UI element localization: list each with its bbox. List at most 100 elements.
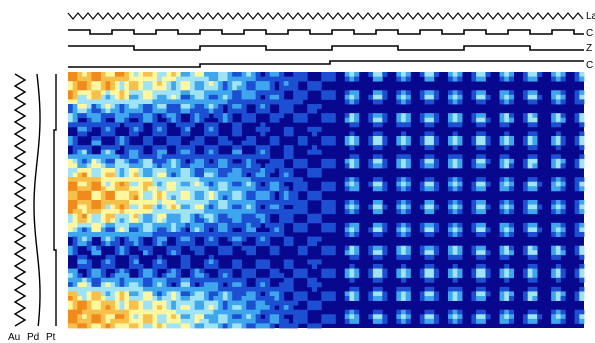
heatmap-cell (152, 204, 158, 210)
heatmap-cell (250, 318, 257, 324)
heatmap-cell (297, 186, 303, 192)
heatmap-cell (185, 259, 191, 265)
heatmap-cell (157, 222, 163, 228)
heatmap-cell (344, 318, 350, 324)
heatmap-cell (227, 113, 233, 119)
heatmap-cell (96, 200, 102, 205)
heatmap-cell (269, 195, 275, 201)
heatmap-cell (105, 72, 111, 77)
heatmap-cell (560, 245, 566, 251)
heatmap-cell (480, 72, 486, 77)
heatmap-cell (283, 282, 289, 288)
heatmap-cell (424, 154, 430, 160)
heatmap-cell (250, 314, 257, 320)
heatmap-cell (110, 177, 116, 183)
heatmap-cell (499, 309, 505, 315)
heatmap-cell (551, 158, 557, 164)
heatmap-cell (143, 76, 149, 82)
heatmap-cell (72, 158, 78, 164)
heatmap-cell (255, 305, 261, 311)
heatmap-cell (166, 232, 172, 237)
heatmap-cell (396, 76, 402, 82)
heatmap-cell (86, 318, 92, 324)
heatmap-cell (396, 117, 402, 123)
heatmap-cell (372, 181, 378, 187)
heatmap-cell (157, 314, 163, 320)
heatmap-cell (265, 99, 271, 105)
heatmap-cell (152, 236, 158, 242)
heatmap-cell (246, 213, 252, 219)
heatmap-cell (77, 286, 83, 292)
heatmap-cell (180, 291, 186, 297)
heatmap-cell (124, 277, 130, 283)
heatmap-cell (236, 90, 242, 96)
heatmap-cell (86, 245, 92, 251)
heatmap-cell (68, 277, 74, 283)
heatmap-cell (171, 186, 177, 192)
heatmap-cell (330, 113, 336, 119)
heatmap-cell (293, 113, 299, 119)
heatmap-cell (396, 181, 402, 187)
heatmap-cell (213, 158, 219, 164)
heatmap-cell (349, 154, 355, 160)
heatmap-cell (199, 136, 205, 141)
heatmap-cell (105, 108, 111, 114)
heatmap-cell (143, 291, 149, 297)
heatmap-cell (321, 76, 327, 82)
heatmap-cell (527, 314, 533, 320)
heatmap-cell (147, 76, 153, 82)
heatmap-cell (246, 154, 252, 160)
heatmap-cell (476, 136, 482, 141)
heatmap-cell (114, 177, 120, 183)
heatmap-cell (105, 104, 111, 109)
heatmap-cell (250, 286, 257, 292)
heatmap-cell (382, 318, 388, 324)
heatmap-cell (232, 131, 238, 137)
heatmap-cell (283, 145, 289, 151)
heatmap-cell (433, 314, 439, 320)
heatmap-cell (133, 291, 139, 297)
heatmap-cell (250, 168, 257, 173)
heatmap-cell (499, 177, 505, 183)
heatmap-cell (128, 99, 135, 105)
heatmap-cell (297, 140, 303, 146)
heatmap-cell (128, 200, 135, 205)
heatmap-cell (86, 227, 92, 233)
heatmap-cell (133, 282, 139, 288)
heatmap-cell (551, 99, 557, 105)
heatmap-cell (222, 213, 228, 219)
heatmap-cell (527, 117, 533, 123)
heatmap-cell (382, 113, 388, 119)
heatmap-cell (302, 94, 308, 100)
heatmap-cell (171, 163, 177, 169)
heatmap-cell (128, 323, 135, 329)
heatmap-cell (199, 300, 205, 306)
heatmap-cell (349, 309, 355, 315)
heatmap-cell (293, 163, 299, 169)
heatmap-cell (279, 177, 285, 183)
heatmap-cell (579, 72, 585, 77)
heatmap-cell (302, 117, 308, 123)
heatmap-cell (302, 296, 308, 301)
heatmap-cell (166, 94, 172, 100)
heatmap-cell (128, 154, 135, 160)
heatmap-cell (208, 168, 214, 173)
heatmap-cell (194, 76, 200, 82)
heatmap-cell (372, 286, 378, 292)
heatmap-cell (124, 81, 130, 87)
heatmap-cell (344, 136, 350, 141)
heatmap-cell (161, 222, 167, 228)
heatmap-cell (236, 131, 242, 137)
heatmap-cell (147, 158, 153, 164)
heatmap-cell (579, 254, 585, 260)
heatmap-cell (354, 186, 360, 192)
heatmap-cell (532, 140, 538, 146)
heatmap-cell (354, 245, 360, 251)
heatmap-cell (171, 318, 177, 324)
heatmap-cell (283, 168, 289, 173)
heatmap-cell (128, 94, 135, 100)
heatmap-cell (82, 222, 88, 228)
heatmap-cell (147, 209, 153, 215)
heatmap-cell (250, 113, 257, 119)
heatmap-cell (138, 218, 144, 224)
